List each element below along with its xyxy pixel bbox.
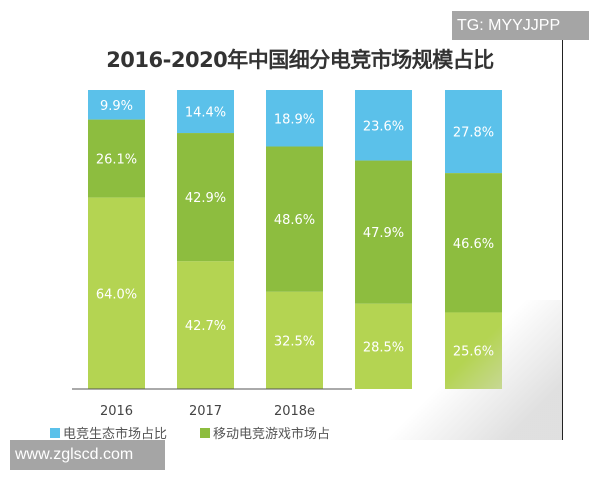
legend-item-ecosystem: 电竞生态市场占比 [50,423,167,442]
data-label: 25.6% [453,345,494,360]
data-label: 18.9% [274,112,315,127]
legend-swatch [50,427,60,438]
legend-item-mobile: 移动电竞游戏市场占 [200,423,330,442]
x-tick-label: 2017 [189,404,222,419]
bar-segment [355,160,412,304]
bar-segment [177,133,234,262]
bar-segment [177,90,234,134]
bar-segment [266,146,323,292]
data-label: 27.8% [453,126,494,141]
data-label: 32.5% [274,334,315,349]
x-tick-label: 2018e [274,404,315,419]
bar-segment [88,90,145,120]
chart-title: 2016-2020年中国细分电竞市场规模占比 [106,48,494,72]
bar-segment [88,197,145,389]
bar-segment [355,90,412,161]
x-tick-label: 2016 [100,404,133,419]
bar-segment [445,173,502,313]
watermark-bottom: www.zglscd.com [10,440,165,470]
bar-segment [266,90,323,147]
bar-segment [445,90,502,174]
data-label: 23.6% [363,119,404,134]
data-label: 28.5% [363,340,404,355]
bar-segment [177,261,234,389]
data-label: 64.0% [96,287,137,302]
watermark-top: TG: MYYJJPP [452,11,589,40]
data-label: 9.9% [100,99,133,114]
legend-label: 电竞生态市场占比 [63,427,168,442]
data-label: 26.1% [96,153,137,168]
legend-label: 移动电竞游戏市场占 [213,427,331,442]
data-label: 42.7% [185,319,226,334]
bar-segment [88,119,145,198]
data-label: 46.6% [453,237,494,252]
data-label: 14.4% [185,106,226,121]
divider-line [562,40,563,440]
data-label: 48.6% [274,213,315,228]
data-label: 42.9% [185,191,226,206]
legend-swatch [200,427,210,438]
data-label: 47.9% [363,226,404,241]
bar-segment [266,291,323,389]
